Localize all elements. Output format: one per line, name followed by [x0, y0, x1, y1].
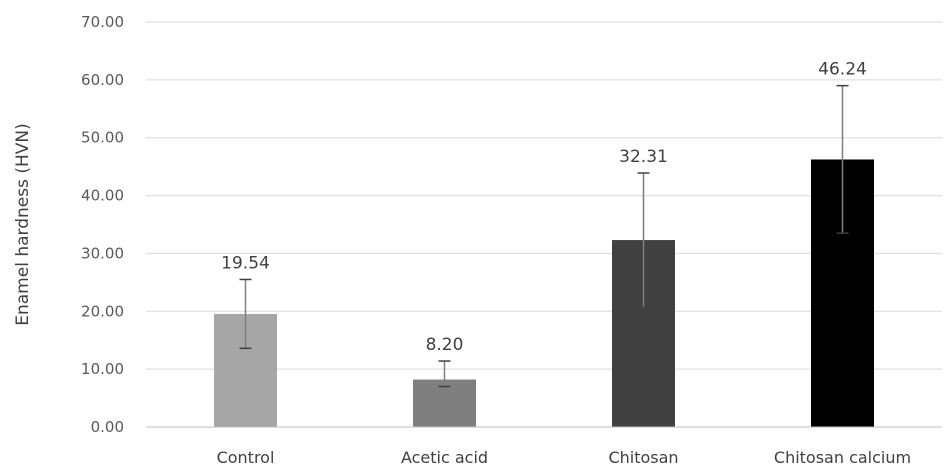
error-bars: [239, 84, 849, 388]
y-tick-label: 20.00: [81, 302, 124, 320]
y-tick-label: 30.00: [81, 244, 124, 262]
y-axis-ticks: 0.00 10.00 20.00 30.00 40.00 50.00 60.00 70.00: [81, 13, 124, 436]
y-tick-label: 10.00: [81, 360, 124, 378]
y-tick-label: 70.00: [81, 13, 124, 31]
category-label: Chitosan: [608, 448, 678, 467]
y-tick-label: 50.00: [81, 129, 124, 147]
y-axis-title: Enamel hardness (HVN): [13, 123, 33, 326]
data-label: 46.24: [818, 60, 867, 80]
bars: [214, 159, 874, 427]
category-label: Control: [217, 448, 275, 467]
y-tick-label: 60.00: [81, 71, 124, 89]
y-tick-label: 0.00: [91, 418, 124, 436]
error-bar: [637, 172, 650, 308]
bar: [413, 379, 476, 427]
error-bar: [836, 84, 849, 234]
error-bar: [239, 278, 252, 350]
data-label: 8.20: [426, 335, 464, 355]
error-bar: [438, 360, 451, 388]
data-label: 32.31: [619, 147, 668, 167]
data-label: 19.54: [221, 253, 270, 273]
y-tick-label: 40.00: [81, 187, 124, 205]
category-labels: Control Acetic acid Chitosan Chitosan calci…: [217, 448, 912, 467]
gridlines: [146, 21, 942, 370]
data-labels: 19.54 8.20 32.31 46.24: [221, 60, 867, 355]
category-label: Acetic acid: [401, 448, 488, 467]
category-label: Chitosan calcium: [774, 448, 911, 467]
